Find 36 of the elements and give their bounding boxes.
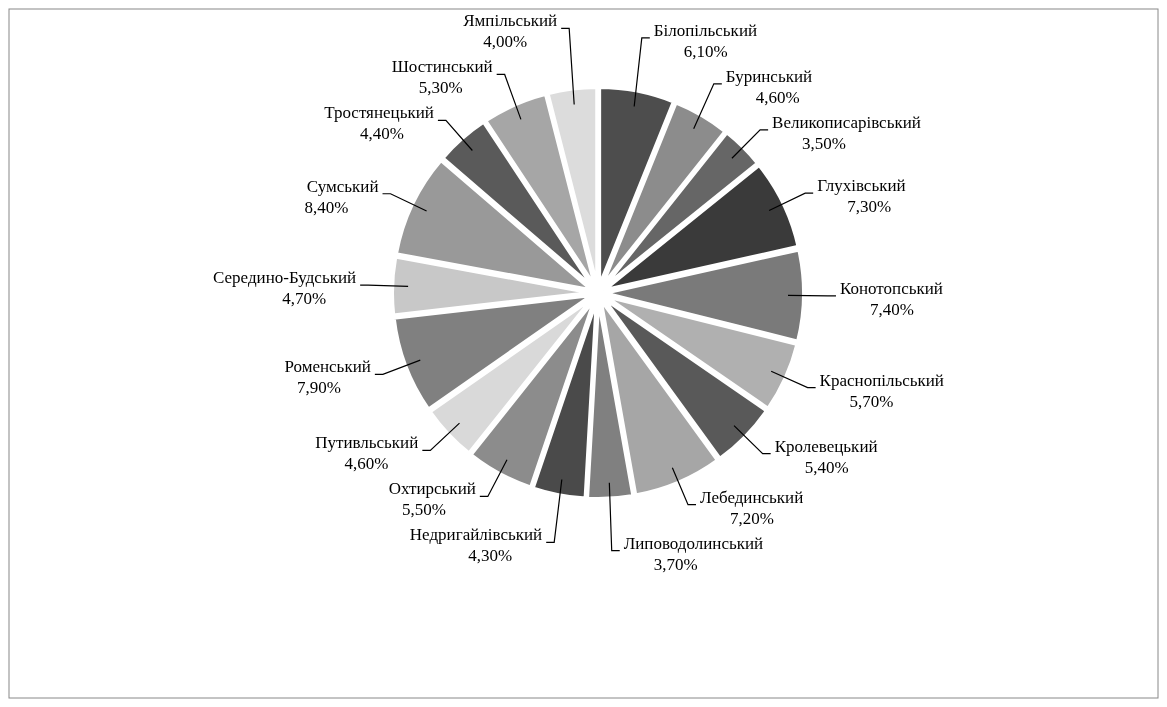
data-label: 5,40%	[804, 457, 849, 477]
data-label: 4,00%	[483, 32, 528, 52]
data-label: 4,30%	[468, 546, 513, 566]
slice-label: Великописарівський	[772, 112, 921, 132]
data-label: 7,40%	[869, 299, 914, 319]
slice-label: Буринський	[725, 66, 813, 86]
slice-label: Роменський	[284, 357, 371, 377]
slice-label: Середино-Будський	[213, 268, 357, 288]
slice-label: Конотопський	[839, 278, 943, 298]
slice-label: Путивльський	[315, 433, 419, 453]
slice-label: Недригайлівський	[409, 525, 543, 545]
data-label: 7,90%	[296, 378, 341, 398]
slice-label: Краснопільський	[819, 370, 944, 390]
slice-label: Лебединський	[700, 487, 804, 507]
data-label: 5,50%	[401, 500, 446, 520]
data-label: 6,10%	[683, 41, 728, 61]
data-label: 3,50%	[802, 133, 847, 153]
data-label: 4,60%	[344, 454, 389, 474]
slice-label: Тростянецький	[324, 103, 434, 123]
data-label: 4,60%	[755, 87, 800, 107]
slice-label: Охтирський	[388, 479, 476, 499]
slice-label: Глухівський	[817, 176, 906, 196]
data-label: 4,70%	[282, 289, 327, 309]
data-label: 5,70%	[849, 391, 894, 411]
slice-label: Шостинський	[391, 57, 493, 77]
slice-label: Білопільський	[653, 20, 758, 40]
slice-label: Сумський	[306, 176, 379, 196]
data-label: 8,40%	[304, 197, 349, 217]
data-label: 5,30%	[418, 78, 463, 98]
data-label: 7,20%	[730, 508, 774, 528]
slice-label: Липоводолинський	[623, 533, 764, 553]
data-label: 4,40%	[359, 124, 404, 144]
data-label: 3,70%	[653, 554, 698, 574]
data-label: 7,30%	[847, 197, 892, 217]
slice-label: Кролевецький	[774, 436, 878, 456]
slice-label: Ямпільський	[463, 11, 558, 31]
